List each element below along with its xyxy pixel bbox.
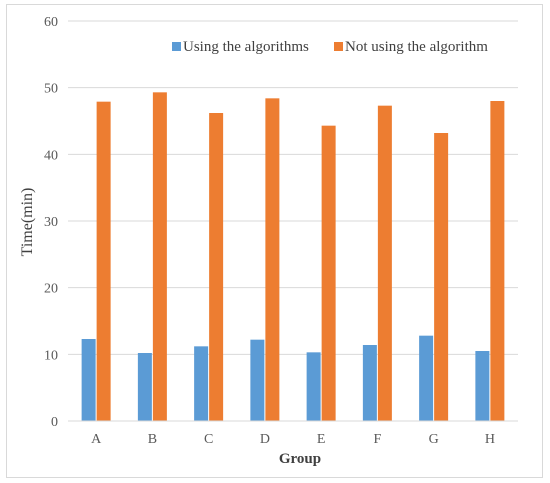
x-tick-label: G bbox=[429, 432, 439, 447]
legend: Using the algorithms Not using the algor… bbox=[172, 39, 488, 55]
legend-swatch-using bbox=[172, 42, 181, 51]
bar-using-A bbox=[81, 339, 96, 421]
bar-using-E bbox=[306, 352, 321, 421]
legend-swatch-not-using bbox=[334, 42, 343, 51]
bar-not-using-F bbox=[377, 105, 392, 422]
y-tick-label: 0 bbox=[51, 415, 58, 430]
y-tick-label: 10 bbox=[44, 348, 58, 363]
bar-not-using-E bbox=[321, 125, 336, 422]
bar-not-using-H bbox=[490, 101, 505, 421]
legend-label-not-using: Not using the algorithm bbox=[345, 39, 488, 55]
x-tick-label: H bbox=[485, 432, 495, 447]
bar-using-D bbox=[250, 339, 265, 421]
y-tick-label: 30 bbox=[44, 215, 58, 230]
bar-not-using-C bbox=[209, 113, 224, 421]
bar-using-H bbox=[475, 351, 490, 421]
x-axis-title: Group bbox=[279, 451, 321, 467]
bar-using-G bbox=[419, 335, 434, 421]
x-tick-label: B bbox=[148, 432, 157, 447]
y-axis-ticks: 0 10 20 30 40 50 60 bbox=[44, 15, 58, 430]
x-tick-label: A bbox=[91, 432, 102, 447]
bar-using-B bbox=[137, 353, 152, 421]
y-axis-title: Time(min) bbox=[19, 188, 36, 257]
bar-not-using-A bbox=[96, 101, 111, 422]
bar-not-using-D bbox=[265, 98, 280, 421]
x-tick-label: D bbox=[260, 432, 270, 447]
bar-using-F bbox=[362, 345, 377, 421]
legend-label-using: Using the algorithms bbox=[183, 39, 309, 55]
y-tick-label: 40 bbox=[44, 148, 58, 163]
x-tick-label: E bbox=[317, 432, 326, 447]
x-tick-label: F bbox=[373, 432, 381, 447]
bar-not-using-B bbox=[152, 92, 167, 421]
x-tick-label: C bbox=[204, 432, 213, 447]
y-tick-label: 60 bbox=[44, 15, 58, 30]
bars bbox=[81, 92, 505, 422]
bar-not-using-G bbox=[434, 133, 449, 421]
y-tick-label: 50 bbox=[44, 82, 58, 97]
gridlines bbox=[68, 20, 518, 355]
x-axis-ticks: A B C D E F G H bbox=[91, 432, 495, 447]
bar-using-C bbox=[194, 346, 209, 421]
y-tick-label: 20 bbox=[44, 282, 58, 297]
